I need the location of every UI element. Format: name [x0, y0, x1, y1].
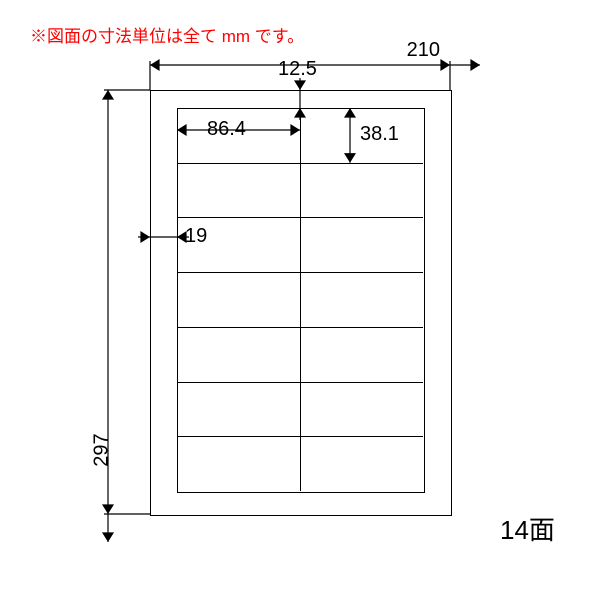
dim-sheet-height-label: 297	[91, 433, 114, 466]
dim-sheet-width-label: 210	[407, 39, 440, 62]
dim-top-margin-label: 12.5	[278, 58, 317, 81]
unit-note: ※図面の寸法単位は全て mm です。	[30, 22, 304, 47]
label-grid-outline	[177, 108, 425, 493]
dim-cell-width-label: 86.4	[207, 118, 246, 141]
dim-cell-height-label: 38.1	[360, 123, 399, 146]
dim-left-margin-label: 19	[185, 225, 207, 248]
faces-count-label: 14面	[500, 510, 555, 547]
